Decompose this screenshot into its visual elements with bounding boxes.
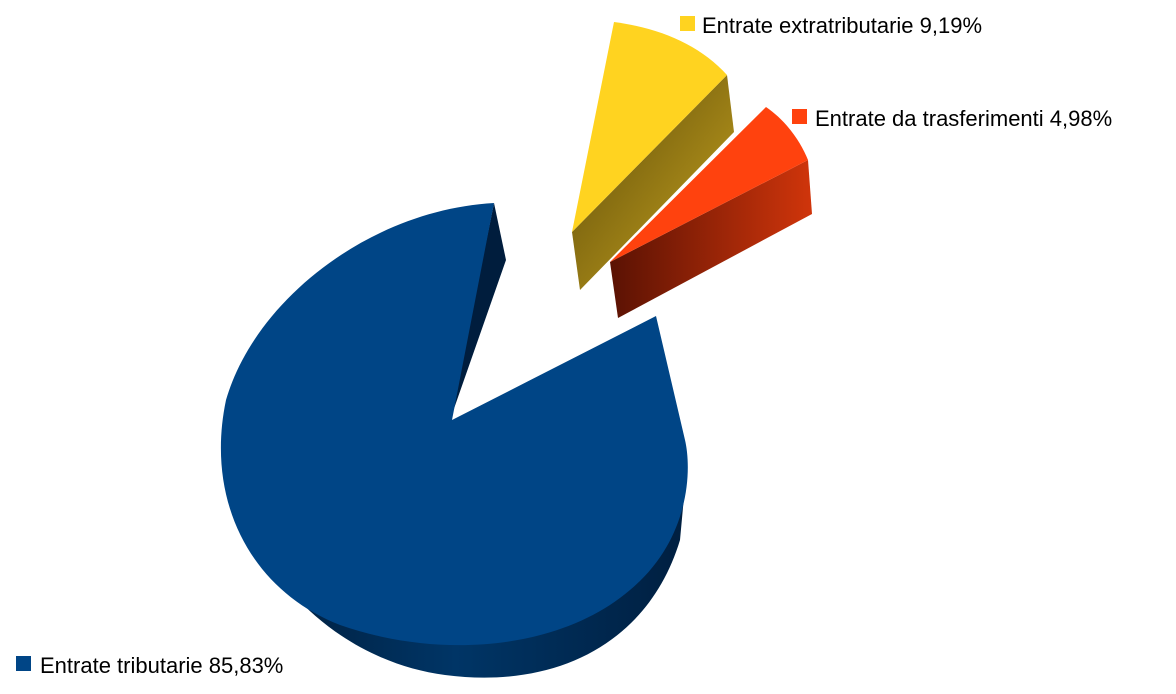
pie-slice-entrate-da-trasferimenti <box>610 107 812 318</box>
legend-swatch <box>680 16 695 31</box>
slice-top <box>220 203 688 646</box>
slice-top <box>610 107 808 262</box>
legend-swatch <box>792 109 807 124</box>
legend-item-entrate-da-trasferimenti: Entrate da trasferimenti 4,98% <box>792 106 1112 131</box>
slice-top <box>572 22 727 232</box>
slice-side <box>572 75 734 290</box>
slice-side <box>450 203 506 420</box>
legend-item-entrate-extratributarie: Entrate extratributarie 9,19% <box>680 13 982 38</box>
legend-label: Entrate tributarie 85,83% <box>40 653 283 678</box>
legend-item-entrate-tributarie: Entrate tributarie 85,83% <box>16 653 283 678</box>
legend-swatch <box>16 656 31 671</box>
legend-label: Entrate da trasferimenti 4,98% <box>815 106 1112 131</box>
legend-label: Entrate extratributarie 9,19% <box>702 13 982 38</box>
pie-slice-entrate-extratributarie <box>572 22 734 290</box>
pie-slice-entrate-tributarie <box>220 203 688 678</box>
slice-side <box>610 160 812 318</box>
